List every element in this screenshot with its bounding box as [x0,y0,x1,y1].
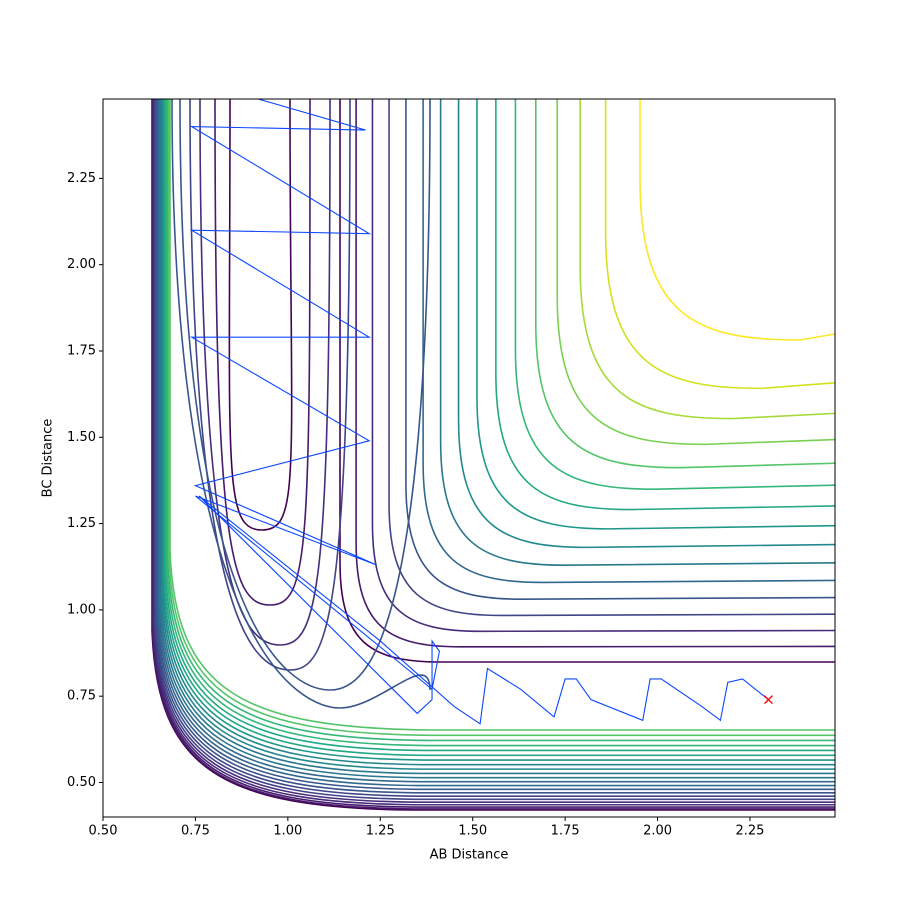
contour-line [159,99,835,775]
contour-line [157,99,835,787]
contour-line [162,99,835,761]
end-marker [763,695,773,705]
contour-line [161,99,835,766]
y-tick-label: 0.50 [67,775,96,790]
contour-line [405,99,835,600]
contour-line [355,99,835,648]
y-tick-label: 0.75 [67,689,96,704]
contour-line [160,99,835,770]
contour-line [169,99,835,731]
contour-line [179,99,431,691]
contour-line [514,99,835,491]
contour-line [164,99,835,752]
trajectory-layer [189,99,773,725]
contour-line [156,99,835,791]
contour-line [171,99,431,709]
contour-line [153,99,835,801]
contour-line [154,99,835,797]
contour-line [371,99,835,633]
contour-line [476,99,835,530]
y-axis-label: BC Distance [41,419,56,498]
contour-line [579,99,835,420]
y-tick-label: 2.25 [67,171,96,186]
contour-line [495,99,835,511]
contour-line [152,99,835,806]
contour-line [556,99,835,446]
contour-line [163,99,835,757]
y-tick-label: 1.50 [67,430,96,445]
x-tick-label: 1.25 [366,824,395,839]
x-tick-label: 1.00 [273,824,302,839]
y-tick-label: 1.25 [67,516,96,531]
contour-line [388,99,835,617]
contour-line [639,99,835,341]
contour-line [152,99,835,808]
contour-line [167,99,835,742]
contour-line [457,99,835,549]
x-tick-label: 1.75 [551,824,580,839]
contour-line [339,99,835,663]
contour-line [158,99,835,779]
contour-line [534,99,835,469]
plot-frame [102,98,836,818]
contour-line [199,99,331,646]
x-tick-label: 0.50 [89,824,118,839]
contour-line [151,99,835,810]
contour-lines [151,99,835,811]
contour-line [189,99,351,671]
contour-line [439,99,835,566]
x-tick-label: 0.75 [181,824,210,839]
x-axis-label: AB Distance [430,848,509,863]
x-tick-label: 1.50 [458,824,487,839]
contour-line [422,99,835,584]
contour-line [165,99,835,747]
y-tick-label: 1.00 [67,602,96,617]
x-tick-label: 2.25 [735,824,764,839]
contour-line [604,99,835,390]
contour-line [158,99,835,783]
contour-line [168,99,835,737]
x-tick-label: 2.00 [643,824,672,839]
trajectory [189,99,769,725]
contour-line [153,99,835,803]
contour-line [155,99,835,794]
contour-line [214,99,311,606]
y-tick-label: 2.00 [67,257,96,272]
contour-line [228,99,293,531]
y-tick-label: 1.75 [67,343,96,358]
contour-line [151,99,835,811]
